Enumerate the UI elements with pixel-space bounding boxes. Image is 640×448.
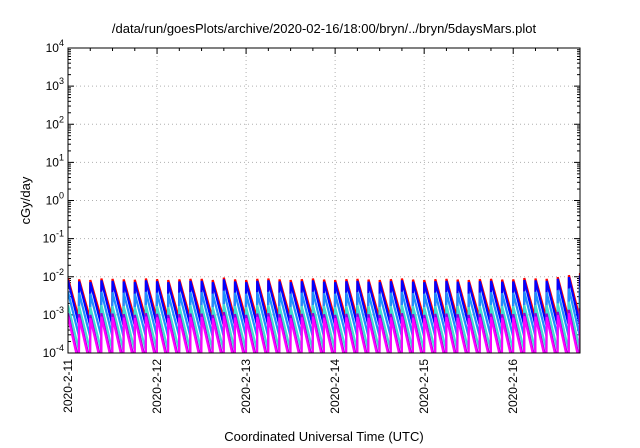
y-tick-label: 10-4 [43,343,64,360]
x-axis-label: Coordinated Universal Time (UTC) [224,429,423,444]
y-tick-label: 100 [46,191,64,208]
x-tick-label: 2020-2-15 [417,359,431,414]
chart-title: /data/run/goesPlots/archive/2020-02-16/1… [112,21,537,36]
x-tick-label: 2020-2-12 [150,359,164,414]
x-tick-label: 2020-2-16 [506,359,520,414]
y-tick-label: 10-1 [43,229,64,246]
plot-frame [67,47,581,354]
series-line-2 [68,275,580,326]
y-tick-label: 104 [46,38,64,55]
series-group [68,273,580,353]
y-axis-label: cGy/day [18,176,33,224]
y-tick-label: 10-3 [43,305,64,322]
series-line-6 [68,311,580,353]
x-tick-label: 2020-2-11 [61,359,75,413]
y-tick-label: 101 [46,152,64,169]
x-tick-label: 2020-2-13 [239,359,253,414]
y-tick-labels: 10-4 10-3 10-2 10-1 100 101 102 103 104 [43,38,64,360]
x-tick-label: 2020-2-14 [328,359,342,414]
x-tick-labels: 2020-2-11 2020-2-12 2020-2-13 2020-2-14 2020… [61,359,520,414]
y-tick-label: 10-2 [43,267,64,284]
y-tick-label: 102 [46,114,64,131]
y-tick-label: 103 [46,76,64,93]
